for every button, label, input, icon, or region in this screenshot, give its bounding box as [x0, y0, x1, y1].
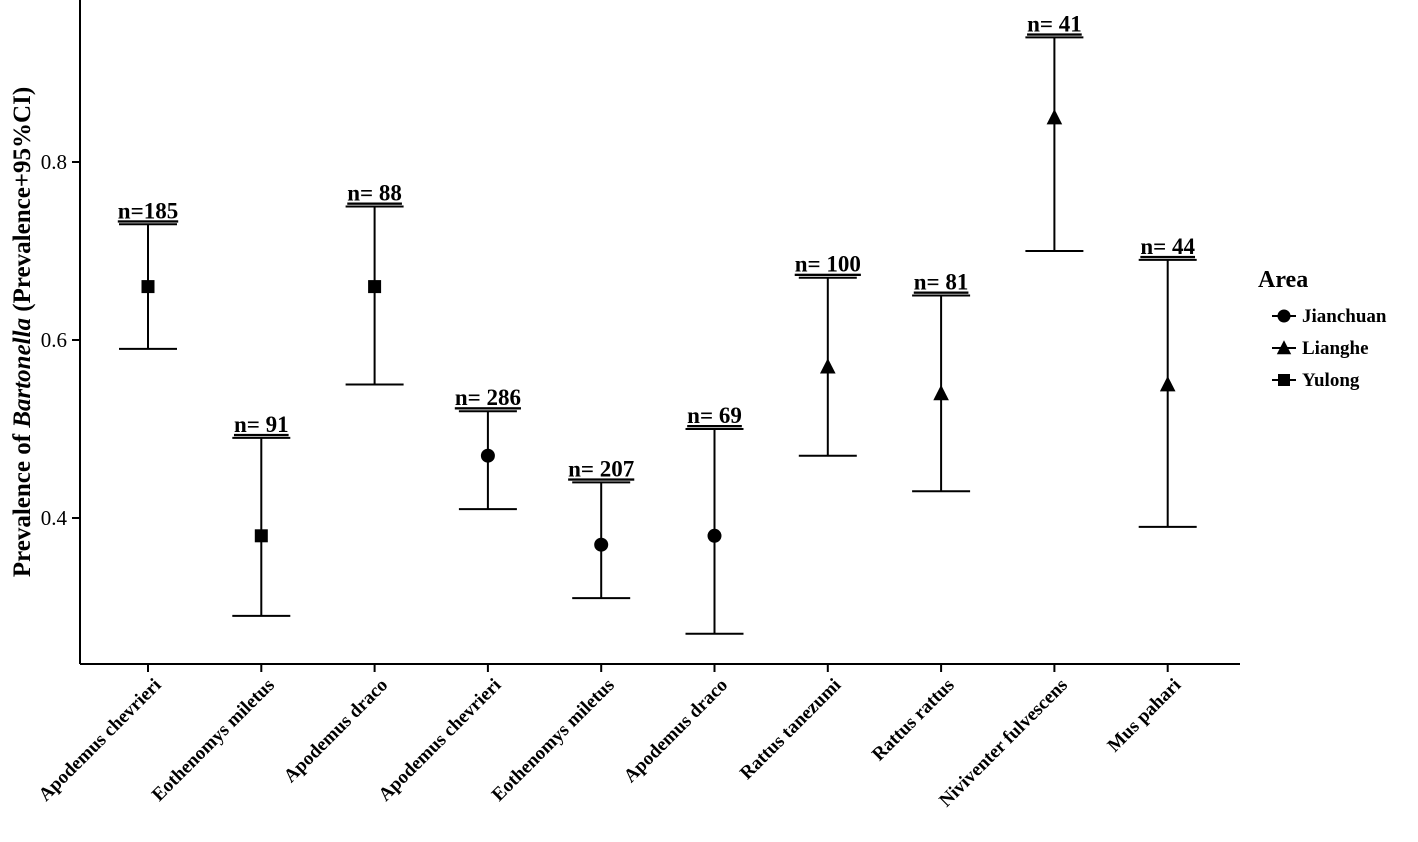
x-category-label: Niviventer fulvescens	[935, 675, 1072, 812]
triangle-marker	[1159, 376, 1176, 392]
sample-size-label: n= 88	[347, 181, 402, 206]
errorbar-point: n= 286	[455, 385, 521, 511]
x-category-label: Apodemus chevrieri	[35, 675, 166, 806]
errorbar-point: n=185	[118, 198, 178, 350]
x-category-label: Rattus tanezumi	[736, 675, 845, 784]
x-category-label: Eothenomys miletus	[148, 675, 279, 806]
errorbar-point: n= 81	[912, 270, 971, 493]
circle-marker	[707, 528, 722, 543]
x-category-label: Rattus rattus	[868, 675, 959, 766]
sample-size-label: n= 44	[1140, 234, 1195, 259]
triangle-marker	[933, 384, 949, 401]
errorbar-point: n= 207	[568, 456, 634, 600]
legend-label: Jianchuan	[1302, 306, 1387, 327]
y-ticks: 0.4 0.6 0.8	[41, 150, 80, 530]
sample-size-label: n= 286	[455, 385, 521, 410]
errorbar-point: n= 91	[232, 412, 291, 617]
sample-size-label: n=185	[118, 198, 178, 223]
y-axis-title: Prevalence of Bartonella (Prevalence+95%…	[9, 87, 36, 577]
legend-item-yulong: Yulong	[1272, 370, 1360, 391]
y-tick-label: 0.8	[41, 150, 67, 174]
square-marker	[368, 280, 382, 294]
sample-size-label: n= 100	[795, 252, 861, 277]
x-category-label: Apodemus draco	[620, 675, 732, 787]
x-category-label: Mus pahari	[1104, 675, 1186, 757]
legend-label: Lianghe	[1302, 338, 1369, 359]
x-category-label: Eothenomys miletus	[488, 675, 619, 806]
errorbar-point: n= 44	[1138, 234, 1197, 528]
legend: Area Jianchuan Lianghe Yulong	[1258, 267, 1387, 391]
legend-item-lianghe: Lianghe	[1272, 338, 1369, 359]
sample-size-label: n= 91	[234, 412, 289, 437]
y-axis-title-italic: Bartonella	[9, 318, 36, 429]
legend-item-jianchuan: Jianchuan	[1272, 306, 1387, 327]
x-category-label: Apodemus draco	[280, 675, 392, 787]
x-category-label: Apodemus chevrieri	[375, 675, 506, 806]
triangle-marker	[820, 358, 836, 374]
errorbar-point: n= 69	[685, 403, 744, 635]
data-points: n=185 n= 91 n= 88 n= 286 n= 207 n= 69 n= 100 n=…	[118, 11, 1197, 635]
square-marker	[254, 529, 268, 543]
legend-circle-icon	[1277, 309, 1291, 323]
sample-size-label: n= 207	[568, 456, 634, 481]
y-axis-title-suffix: (Prevalence+95%CI)	[9, 87, 36, 318]
y-axis-title-prefix: Prevalence of	[9, 428, 36, 577]
y-tick-label: 0.4	[41, 506, 68, 530]
y-tick-label: 0.6	[41, 328, 67, 352]
errorbar-point: n= 88	[345, 181, 404, 386]
legend-title: Area	[1258, 267, 1308, 293]
circle-marker	[594, 537, 609, 552]
triangle-marker	[1046, 109, 1063, 125]
legend-label: Yulong	[1302, 370, 1360, 391]
errorbar-point: n= 100	[795, 252, 861, 457]
circle-marker	[480, 448, 495, 463]
square-marker	[141, 280, 155, 294]
legend-items: Jianchuan Lianghe Yulong	[1272, 306, 1387, 391]
legend-triangle-icon	[1276, 340, 1292, 355]
legend-square-icon	[1278, 374, 1290, 386]
sample-size-label: n= 81	[914, 270, 969, 295]
sample-size-label: n= 41	[1027, 11, 1082, 36]
errorbar-point: n= 41	[1025, 11, 1084, 252]
sample-size-label: n= 69	[687, 403, 742, 428]
